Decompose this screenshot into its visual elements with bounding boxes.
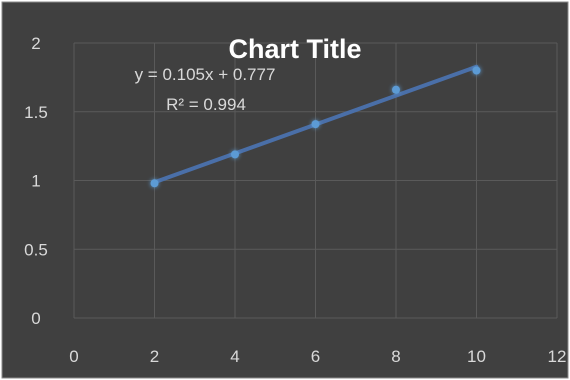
trendline-r-squared: R² = 0.994 (166, 95, 246, 114)
y-tick-label: 1 (31, 172, 40, 191)
data-point (150, 179, 159, 188)
data-points (150, 66, 481, 188)
y-tick-label: 1.5 (24, 103, 48, 122)
data-point (311, 120, 320, 129)
data-point (472, 66, 481, 75)
trendline-equation: y = 0.105x + 0.777 (135, 65, 276, 84)
data-point (231, 150, 239, 159)
x-tick-label: 0 (69, 347, 78, 366)
data-point (392, 85, 400, 94)
chart-title: Chart Title (228, 34, 361, 64)
tick-labels: 0 2 4 6 8 10 12 0 0.5 1 1.5 2 (24, 34, 566, 366)
x-tick-label: 4 (230, 347, 239, 366)
y-tick-label: 0.5 (24, 240, 48, 259)
x-tick-label: 8 (391, 347, 400, 366)
x-tick-label: 2 (150, 347, 159, 366)
x-tick-label: 12 (548, 347, 567, 366)
x-tick-label: 6 (311, 347, 320, 366)
y-tick-label: 2 (31, 34, 40, 53)
y-tick-label: 0 (31, 309, 40, 328)
x-tick-label: 10 (467, 347, 486, 366)
